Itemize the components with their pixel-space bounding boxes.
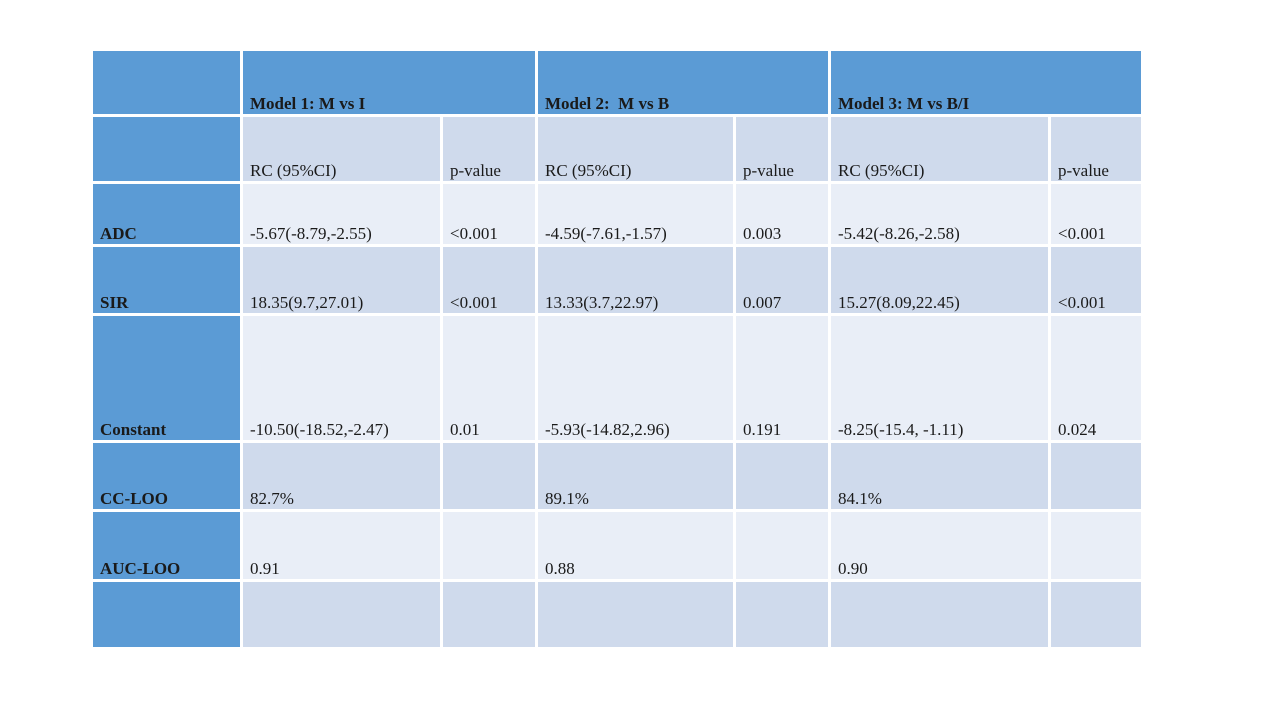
cc-loo-model2-value: 89.1% [535,440,736,512]
cc-loo-model3-value: 84.1% [828,440,1051,512]
auc-loo-model3-pvalue [1048,509,1144,582]
sir-model1-rc: 18.35(9.7,27.01) [240,244,443,316]
constant-model3-rc: -8.25(-15.4, -1.11) [828,313,1051,443]
auc-loo-model3-value: 0.90 [828,509,1051,582]
sir-model2-pvalue: 0.007 [733,244,831,316]
cc-loo-model2-pvalue [733,440,831,512]
row-label: ADC [90,181,243,247]
sir-model3-pvalue: <0.001 [1048,244,1144,316]
adc-model3-pvalue: <0.001 [1048,181,1144,247]
table-row-adc: ADC -5.67(-8.79,-2.55) <0.001 -4.59(-7.6… [90,181,1144,247]
model1-rc-header: RC (95%CI) [240,114,443,184]
row-label: CC-LOO [90,440,243,512]
model1-pvalue-header: p-value [440,114,538,184]
adc-model2-rc: -4.59(-7.61,-1.57) [535,181,736,247]
row-label [90,579,243,650]
table-row-cc-loo: CC-LOO 82.7% 89.1% 84.1% [90,440,1144,512]
model3-header: Model 3: M vs B/I [828,48,1144,117]
header-row-models: Model 1: M vs I Model 2: M vs B Model 3:… [90,48,1144,117]
empty-model1-pvalue-cell [440,579,538,650]
header-row-subcolumns: RC (95%CI) p-value RC (95%CI) p-value RC… [90,114,1144,184]
cc-loo-model1-pvalue [440,440,538,512]
model3-rc-header: RC (95%CI) [828,114,1051,184]
sir-model2-rc: 13.33(3.7,22.97) [535,244,736,316]
corner-cell [90,48,243,117]
table-row-constant: Constant -10.50(-18.52,-2.47) 0.01 -5.93… [90,313,1144,443]
adc-model2-pvalue: 0.003 [733,181,831,247]
constant-model3-pvalue: 0.024 [1048,313,1144,443]
adc-model3-rc: -5.42(-8.26,-2.58) [828,181,1051,247]
model2-header: Model 2: M vs B [535,48,831,117]
sir-model1-pvalue: <0.001 [440,244,538,316]
empty-model3-rc-cell [828,579,1051,650]
table-row-sir: SIR 18.35(9.7,27.01) <0.001 13.33(3.7,22… [90,244,1144,316]
empty-model2-rc-cell [535,579,736,650]
auc-loo-model2-value: 0.88 [535,509,736,582]
adc-model1-pvalue: <0.001 [440,181,538,247]
empty-model3-pvalue-cell [1048,579,1144,650]
constant-model2-pvalue: 0.191 [733,313,831,443]
model2-rc-header: RC (95%CI) [535,114,736,184]
empty-model1-rc-cell [240,579,443,650]
row-label: SIR [90,244,243,316]
cc-loo-model1-value: 82.7% [240,440,443,512]
auc-loo-model2-pvalue [733,509,831,582]
cc-loo-model3-pvalue [1048,440,1144,512]
model3-pvalue-header: p-value [1048,114,1144,184]
table-row-empty [90,579,1144,650]
empty-model2-pvalue-cell [733,579,831,650]
auc-loo-model1-pvalue [440,509,538,582]
regression-results-table: Model 1: M vs I Model 2: M vs B Model 3:… [90,48,1144,650]
sir-model3-rc: 15.27(8.09,22.45) [828,244,1051,316]
constant-model2-rc: -5.93(-14.82,2.96) [535,313,736,443]
constant-model1-rc: -10.50(-18.52,-2.47) [240,313,443,443]
auc-loo-model1-value: 0.91 [240,509,443,582]
row-label: AUC-LOO [90,509,243,582]
adc-model1-rc: -5.67(-8.79,-2.55) [240,181,443,247]
constant-model1-pvalue: 0.01 [440,313,538,443]
corner-cell-2 [90,114,243,184]
row-label: Constant [90,313,243,443]
model1-header: Model 1: M vs I [240,48,538,117]
table-row-auc-loo: AUC-LOO 0.91 0.88 0.90 [90,509,1144,582]
model2-pvalue-header: p-value [733,114,831,184]
